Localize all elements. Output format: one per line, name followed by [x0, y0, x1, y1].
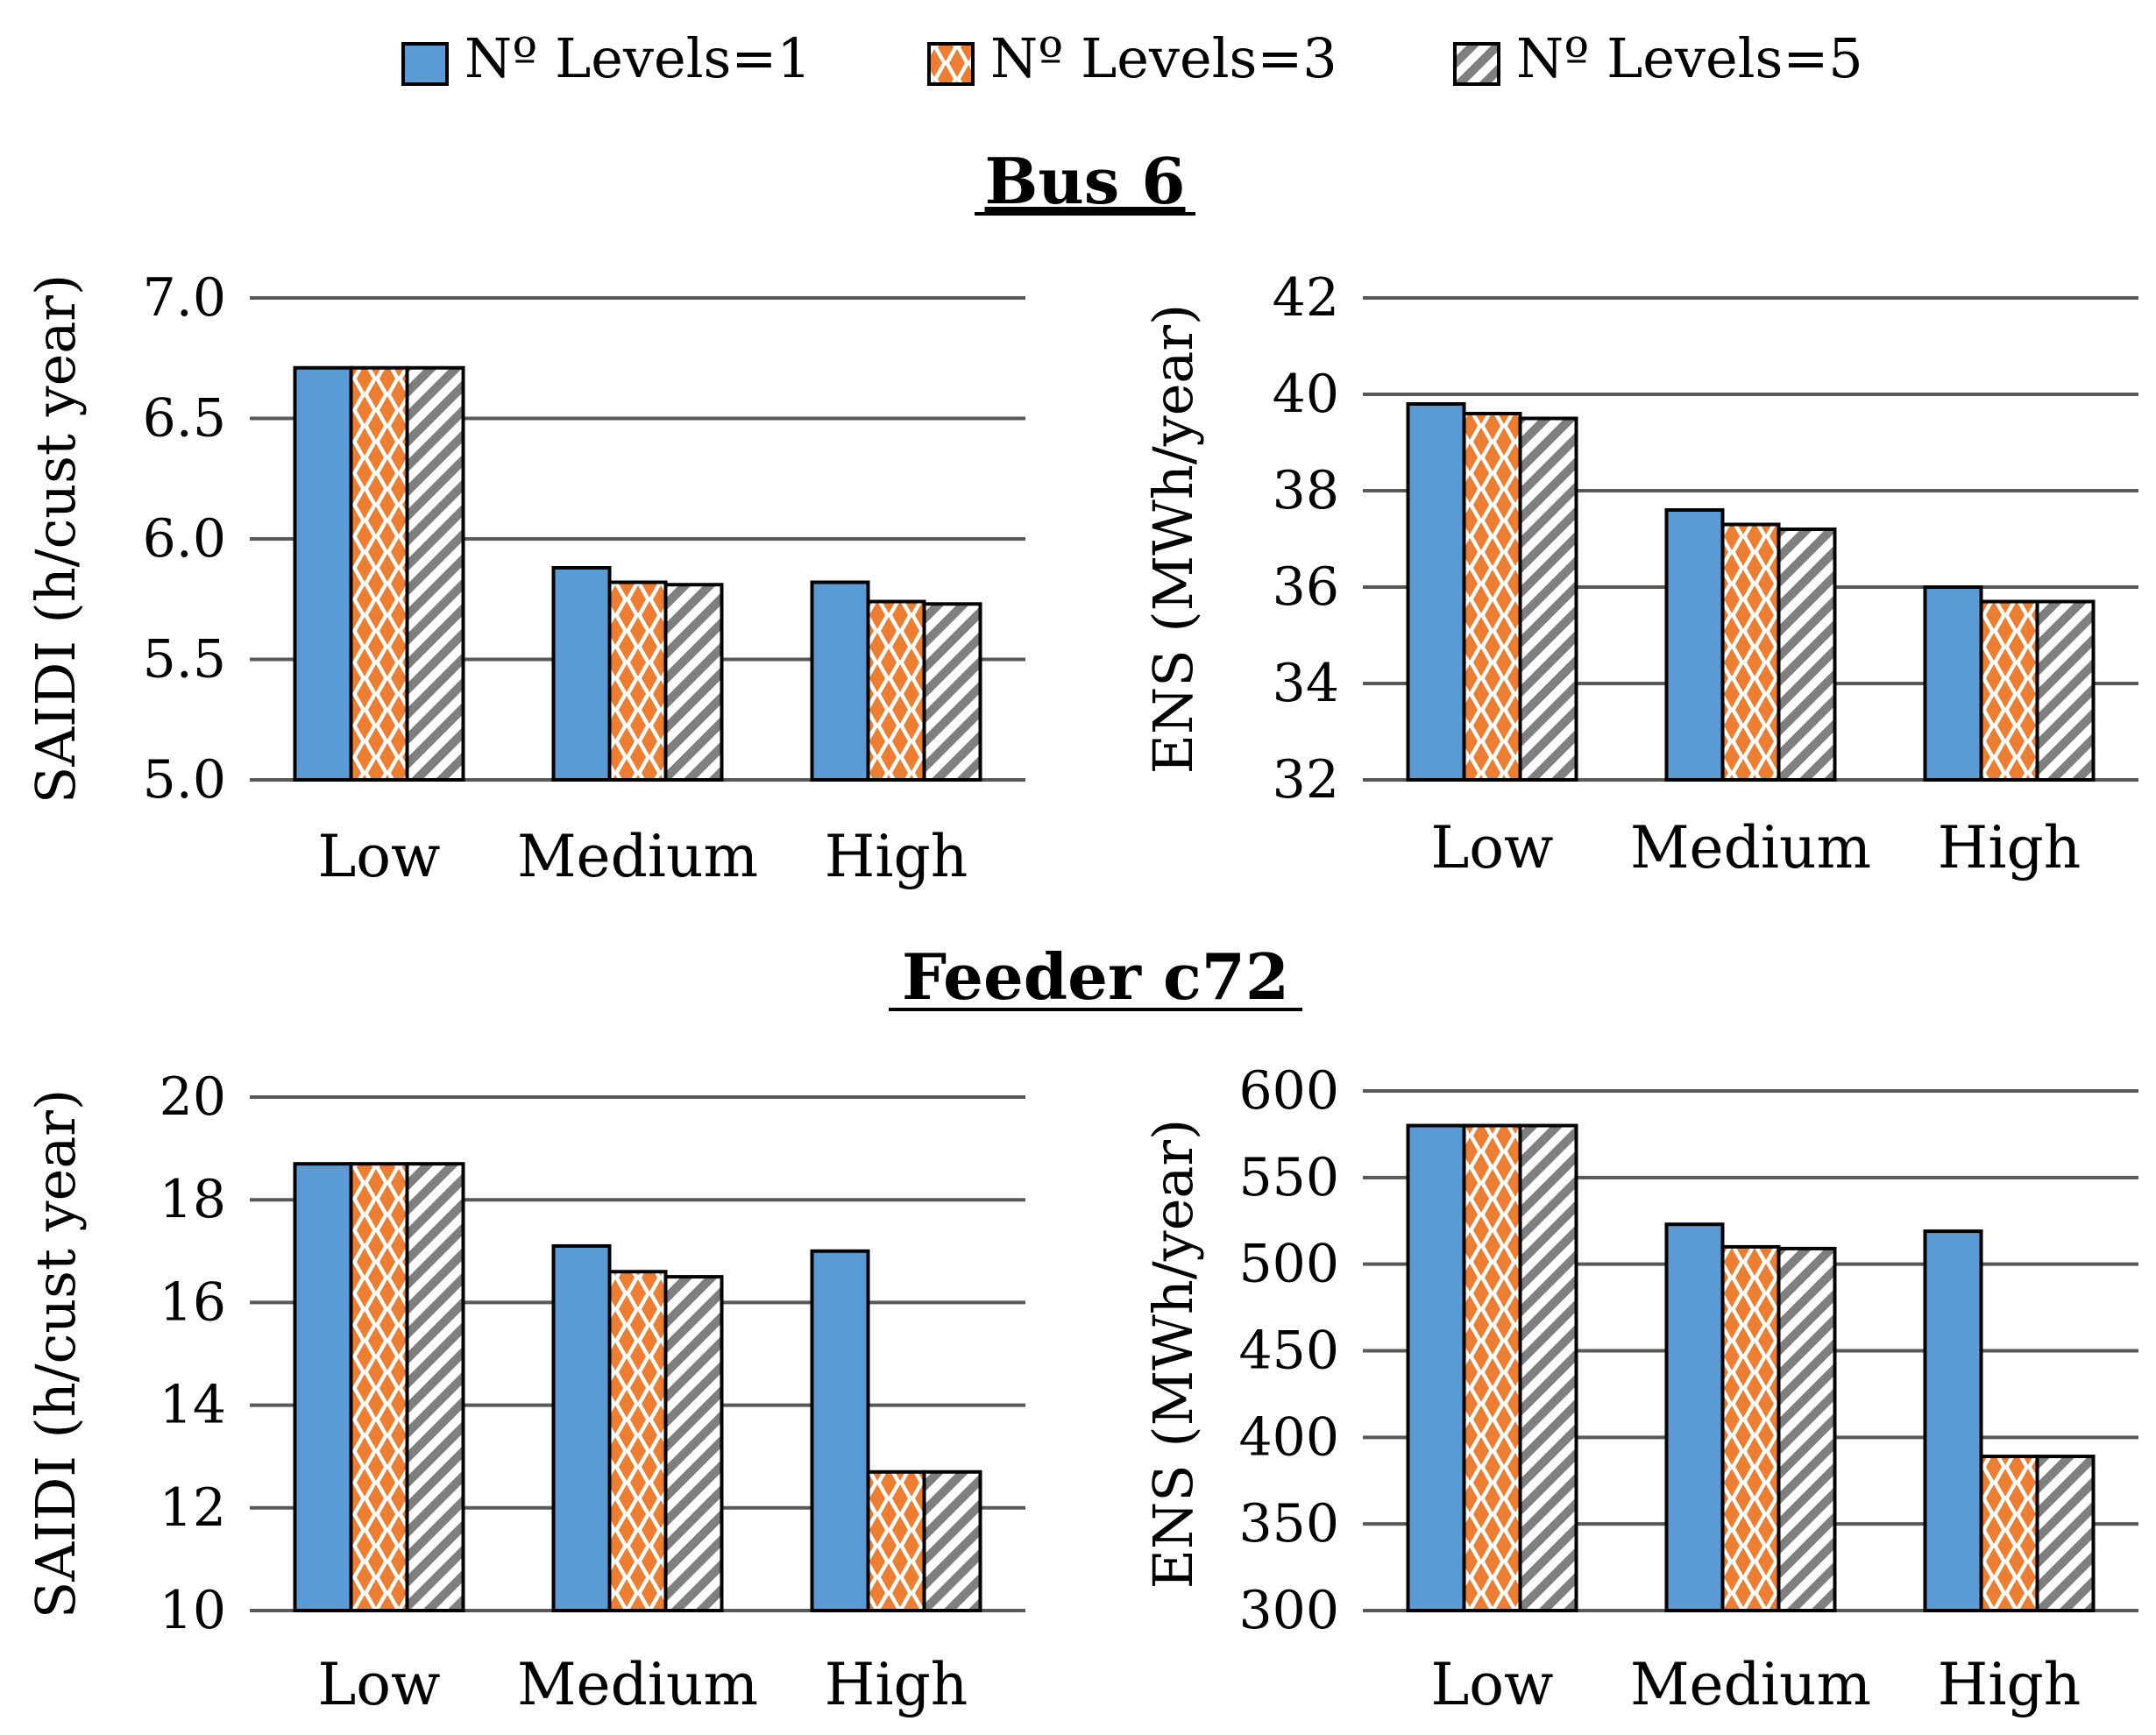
- y-tick-label: 5.5: [143, 629, 226, 690]
- bar-levels-1-medium: [1664, 1222, 1725, 1613]
- chart-3: 10 12 14 16 18 20 SAIDI (h/cust year) Low Medium…: [24, 1066, 1025, 1718]
- bar-levels-1-medium: [551, 566, 612, 782]
- x-category-label: Medium: [1630, 814, 1871, 882]
- y-tick-label: 10: [160, 1580, 226, 1641]
- y-tick-label: 16: [160, 1271, 226, 1333]
- chart-4: 300 350 400 450 500 550 600 ENS (MWh/year) Low Me…: [1141, 1060, 2138, 1718]
- bar-levels-5-low: [1518, 416, 1578, 782]
- y-tick-label: 400: [1238, 1406, 1339, 1468]
- y-tick-label: 5.0: [143, 749, 226, 811]
- bar-levels-5-high: [922, 602, 982, 782]
- legend: Nº Levels=1 Nº Levels=3 Nº Levels=5: [401, 26, 1863, 90]
- bar-levels-5-medium: [1777, 1246, 1837, 1613]
- bar-levels-5-low: [405, 1162, 465, 1613]
- y-tick-label: 6.0: [143, 508, 226, 570]
- x-category-label: Medium: [517, 1651, 758, 1718]
- bar-levels-3-high: [866, 599, 926, 782]
- bar-levels-5-low: [405, 365, 465, 782]
- y-tick-label: 600: [1238, 1060, 1339, 1122]
- bar-levels-1-medium: [551, 1243, 612, 1612]
- y-tick-label: 450: [1238, 1321, 1339, 1382]
- bar-levels-3-medium: [607, 580, 668, 782]
- bar-levels-3-low: [1462, 412, 1522, 782]
- y-axis-label: SAIDI (h/cust year): [24, 274, 88, 804]
- y-tick-label: 40: [1273, 364, 1339, 425]
- bar-levels-1-low: [1406, 402, 1466, 782]
- bar-levels-5-medium: [663, 583, 724, 782]
- x-category-label: Low: [317, 1651, 440, 1718]
- y-axis-label: ENS (MWh/year): [1141, 1119, 1205, 1589]
- y-axis-label: SAIDI (h/cust year): [24, 1089, 88, 1618]
- y-tick-label: 32: [1273, 749, 1339, 811]
- y-tick-label: 36: [1273, 556, 1339, 618]
- bar-levels-3-high: [1979, 1455, 2039, 1612]
- y-tick-label: 7.0: [143, 267, 226, 329]
- section-title-bus-6: Bus 6: [985, 144, 1186, 218]
- y-tick-label: 6.5: [143, 388, 226, 450]
- x-category-label: Medium: [517, 823, 758, 890]
- bar-levels-5-high: [2035, 1455, 2096, 1612]
- x-category-label: High: [1938, 1651, 2081, 1718]
- chart-1: 5.0 5.5 6.0 6.5 7.0 SAIDI (h/cust year) Low Med…: [24, 267, 1025, 890]
- x-category-label: Low: [1430, 1651, 1553, 1718]
- bar-levels-3-medium: [607, 1270, 668, 1612]
- bar-levels-1-medium: [1664, 508, 1725, 782]
- bar-levels-5-high: [2035, 599, 2096, 782]
- x-category-label: Medium: [1630, 1651, 1871, 1718]
- bar-levels-5-high: [922, 1469, 982, 1613]
- bar-levels-1-high: [810, 1249, 870, 1613]
- bar-levels-1-high: [1923, 585, 1983, 782]
- y-tick-label: 18: [160, 1169, 226, 1230]
- x-category-label: High: [825, 1651, 968, 1718]
- bar-levels-1-low: [1406, 1123, 1466, 1612]
- y-tick-label: 42: [1273, 267, 1339, 329]
- y-tick-label: 34: [1273, 653, 1339, 714]
- bar-levels-5-low: [1518, 1123, 1578, 1612]
- y-tick-label: 550: [1238, 1147, 1339, 1208]
- y-tick-label: 20: [160, 1066, 226, 1128]
- x-category-label: Low: [1430, 814, 1553, 882]
- y-tick-label: 350: [1238, 1493, 1339, 1554]
- legend-label-levels-5: Nº Levels=5: [1516, 26, 1863, 90]
- bar-levels-1-high: [1923, 1229, 1983, 1612]
- legend-swatch-levels-5: [1453, 42, 1500, 86]
- y-tick-label: 12: [160, 1477, 226, 1539]
- legend-label-levels-3: Nº Levels=3: [990, 26, 1337, 90]
- legend-swatch-levels-3: [927, 42, 975, 86]
- y-tick-label: 300: [1238, 1580, 1339, 1641]
- bar-levels-1-low: [293, 365, 353, 782]
- bar-levels-3-high: [866, 1469, 926, 1613]
- y-tick-label: 14: [160, 1375, 226, 1436]
- bar-levels-3-medium: [1720, 1244, 1781, 1613]
- y-tick-label: 38: [1273, 460, 1339, 521]
- y-tick-label: 500: [1238, 1234, 1339, 1295]
- bar-levels-3-low: [349, 1162, 409, 1613]
- x-category-label: Low: [317, 823, 440, 890]
- bar-levels-3-low: [349, 365, 409, 782]
- x-category-label: High: [1938, 814, 2081, 882]
- bar-levels-3-low: [1462, 1123, 1522, 1612]
- x-category-label: High: [825, 823, 968, 890]
- legend-label-levels-1: Nº Levels=1: [465, 26, 812, 90]
- bar-levels-1-low: [293, 1162, 353, 1613]
- bar-levels-5-medium: [663, 1275, 724, 1612]
- bar-levels-5-medium: [1777, 528, 1837, 782]
- bar-levels-1-high: [810, 580, 870, 782]
- chart-2: 32 34 36 38 40 42 ENS (MWh/year) Low Medium High: [1141, 267, 2138, 882]
- section-title-feeder-c72: Feeder c72: [902, 939, 1289, 1014]
- bar-levels-3-high: [1979, 599, 2039, 782]
- legend-swatch-levels-1: [401, 42, 449, 86]
- y-axis-label: ENS (MWh/year): [1141, 304, 1205, 774]
- bar-levels-3-medium: [1720, 522, 1781, 782]
